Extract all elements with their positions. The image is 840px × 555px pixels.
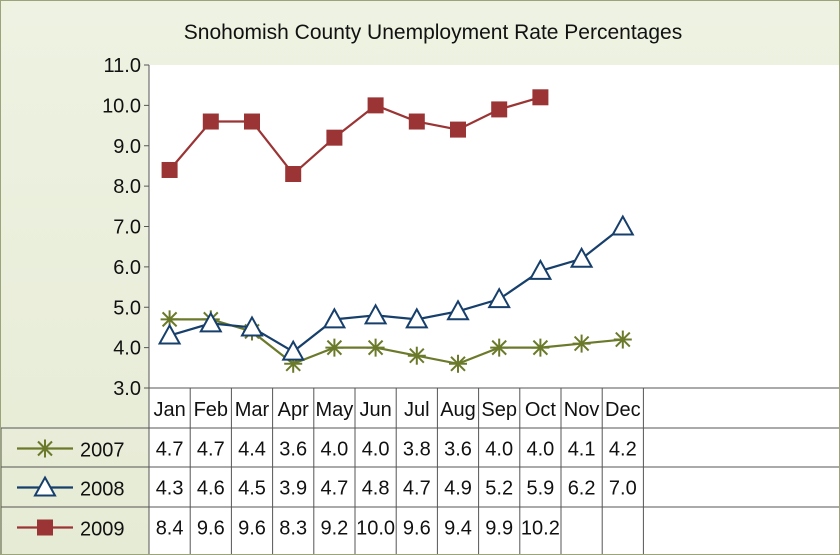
data-point-2007 [613, 330, 632, 349]
data-table-value: 4.0 [362, 439, 390, 461]
x-tick-label: Aug [440, 399, 476, 421]
data-table-value: 7.0 [609, 478, 637, 500]
data-point-2007 [366, 338, 385, 357]
data-table-value: 5.9 [526, 478, 554, 500]
data-point-2007 [160, 310, 179, 329]
data-point-2007 [572, 334, 591, 353]
data-point-2008 [199, 311, 223, 333]
data-table-value: 4.7 [320, 478, 348, 500]
data-table-value: 9.6 [197, 518, 225, 540]
data-table-value: 8.4 [156, 518, 184, 540]
y-tick-label: 7.0 [113, 217, 141, 239]
data-table-value: 4.0 [526, 439, 554, 461]
data-table-value: 9.9 [485, 518, 513, 540]
legend-label: 2009 [80, 519, 125, 541]
data-point-2008 [487, 287, 511, 309]
data-point-2008 [569, 246, 594, 268]
data-point-2009 [450, 121, 466, 138]
y-tick-label: 10.0 [102, 95, 141, 117]
data-point-2008 [611, 214, 635, 236]
data-point-2007 [325, 338, 344, 357]
data-table-value: 4.7 [156, 439, 184, 461]
data-point-2007 [490, 338, 509, 357]
data-point-2007 [449, 354, 467, 373]
data-point-2008 [281, 339, 305, 361]
data-point-2008 [157, 323, 182, 345]
data-point-2008 [240, 315, 264, 337]
y-tick-label: 5.0 [113, 297, 141, 319]
data-point-2008 [405, 307, 429, 329]
data-table-value: 4.0 [320, 439, 348, 461]
data-table-value: 6.2 [568, 478, 596, 500]
data-point-2008 [322, 307, 347, 329]
data-point-2009 [367, 97, 384, 114]
data-table-value: 4.9 [444, 478, 472, 500]
data-table-value: 4.1 [568, 439, 596, 461]
chart-title: Snohomish County Unemployment Rate Perce… [184, 21, 682, 44]
y-tick-label: 4.0 [113, 338, 141, 360]
x-tick-label: Apr [278, 399, 309, 421]
x-tick-label: Feb [194, 399, 228, 421]
legend-label: 2007 [80, 440, 125, 462]
legend-marker-2008 [33, 475, 57, 497]
data-table-value: 9.6 [403, 518, 431, 540]
data-table-bg [149, 388, 839, 554]
data-table-value: 4.8 [362, 478, 390, 500]
legend-cells [1, 428, 149, 555]
data-point-2008 [446, 299, 470, 321]
data-point-2008 [528, 258, 553, 280]
y-tick-label: 6.0 [113, 257, 141, 279]
data-table-value: 4.7 [197, 439, 225, 461]
legend-label: 2008 [80, 479, 125, 501]
data-table-value: 4.7 [403, 478, 431, 500]
data-point-2007 [531, 338, 550, 357]
data-point-2009 [491, 101, 508, 118]
data-table-value: 4.6 [197, 478, 225, 500]
data-table-value: 9.2 [320, 518, 348, 540]
x-tick-label: Dec [605, 399, 641, 421]
data-table-value: 3.6 [279, 439, 307, 461]
x-tick-label: May [316, 399, 354, 421]
y-tick-label: 11.0 [104, 55, 141, 77]
data-table-value: 4.2 [609, 439, 637, 461]
data-point-2009 [244, 113, 260, 130]
x-tick-label: Jun [359, 399, 391, 421]
series-line-2009 [168, 96, 541, 176]
data-point-2007 [407, 346, 426, 365]
data-table-value: 10.0 [356, 518, 395, 540]
x-tick-label: Jan [153, 399, 185, 421]
data-point-2009 [202, 113, 219, 130]
data-point-2009 [326, 129, 343, 146]
legend-marker-2007 [36, 439, 54, 458]
data-table-value: 4.3 [156, 478, 184, 500]
data-table-value: 9.6 [238, 518, 266, 540]
data-table-value: 4.0 [485, 439, 513, 461]
x-tick-label: Jul [404, 399, 430, 421]
data-table-value: 3.6 [444, 439, 472, 461]
data-point-2009 [408, 113, 425, 130]
x-tick-label: Mar [235, 399, 270, 421]
x-tick-label: Sep [481, 399, 517, 421]
y-tick-label: 3.0 [113, 378, 141, 400]
x-tick-label: Oct [525, 399, 557, 421]
x-tick-label: Nov [564, 399, 600, 421]
y-tick-label: 8.0 [113, 176, 141, 198]
data-table-value: 3.9 [279, 478, 307, 500]
data-table-value: 4.4 [238, 439, 266, 461]
series-line-2008 [169, 225, 624, 353]
data-table-value: 4.5 [238, 478, 266, 500]
y-tick-label: 9.0 [113, 136, 141, 158]
data-table-value: 5.2 [485, 478, 513, 500]
data-table-value: 8.3 [279, 518, 307, 540]
data-point-2009 [532, 89, 549, 106]
data-table-value: 9.4 [444, 518, 472, 540]
data-point-2009 [285, 166, 302, 183]
data-point-2009 [161, 161, 178, 178]
data-table-value: 3.8 [403, 439, 431, 461]
legend-marker-2009 [37, 519, 53, 536]
data-point-2008 [363, 303, 388, 325]
data-table-value: 10.2 [521, 518, 560, 540]
